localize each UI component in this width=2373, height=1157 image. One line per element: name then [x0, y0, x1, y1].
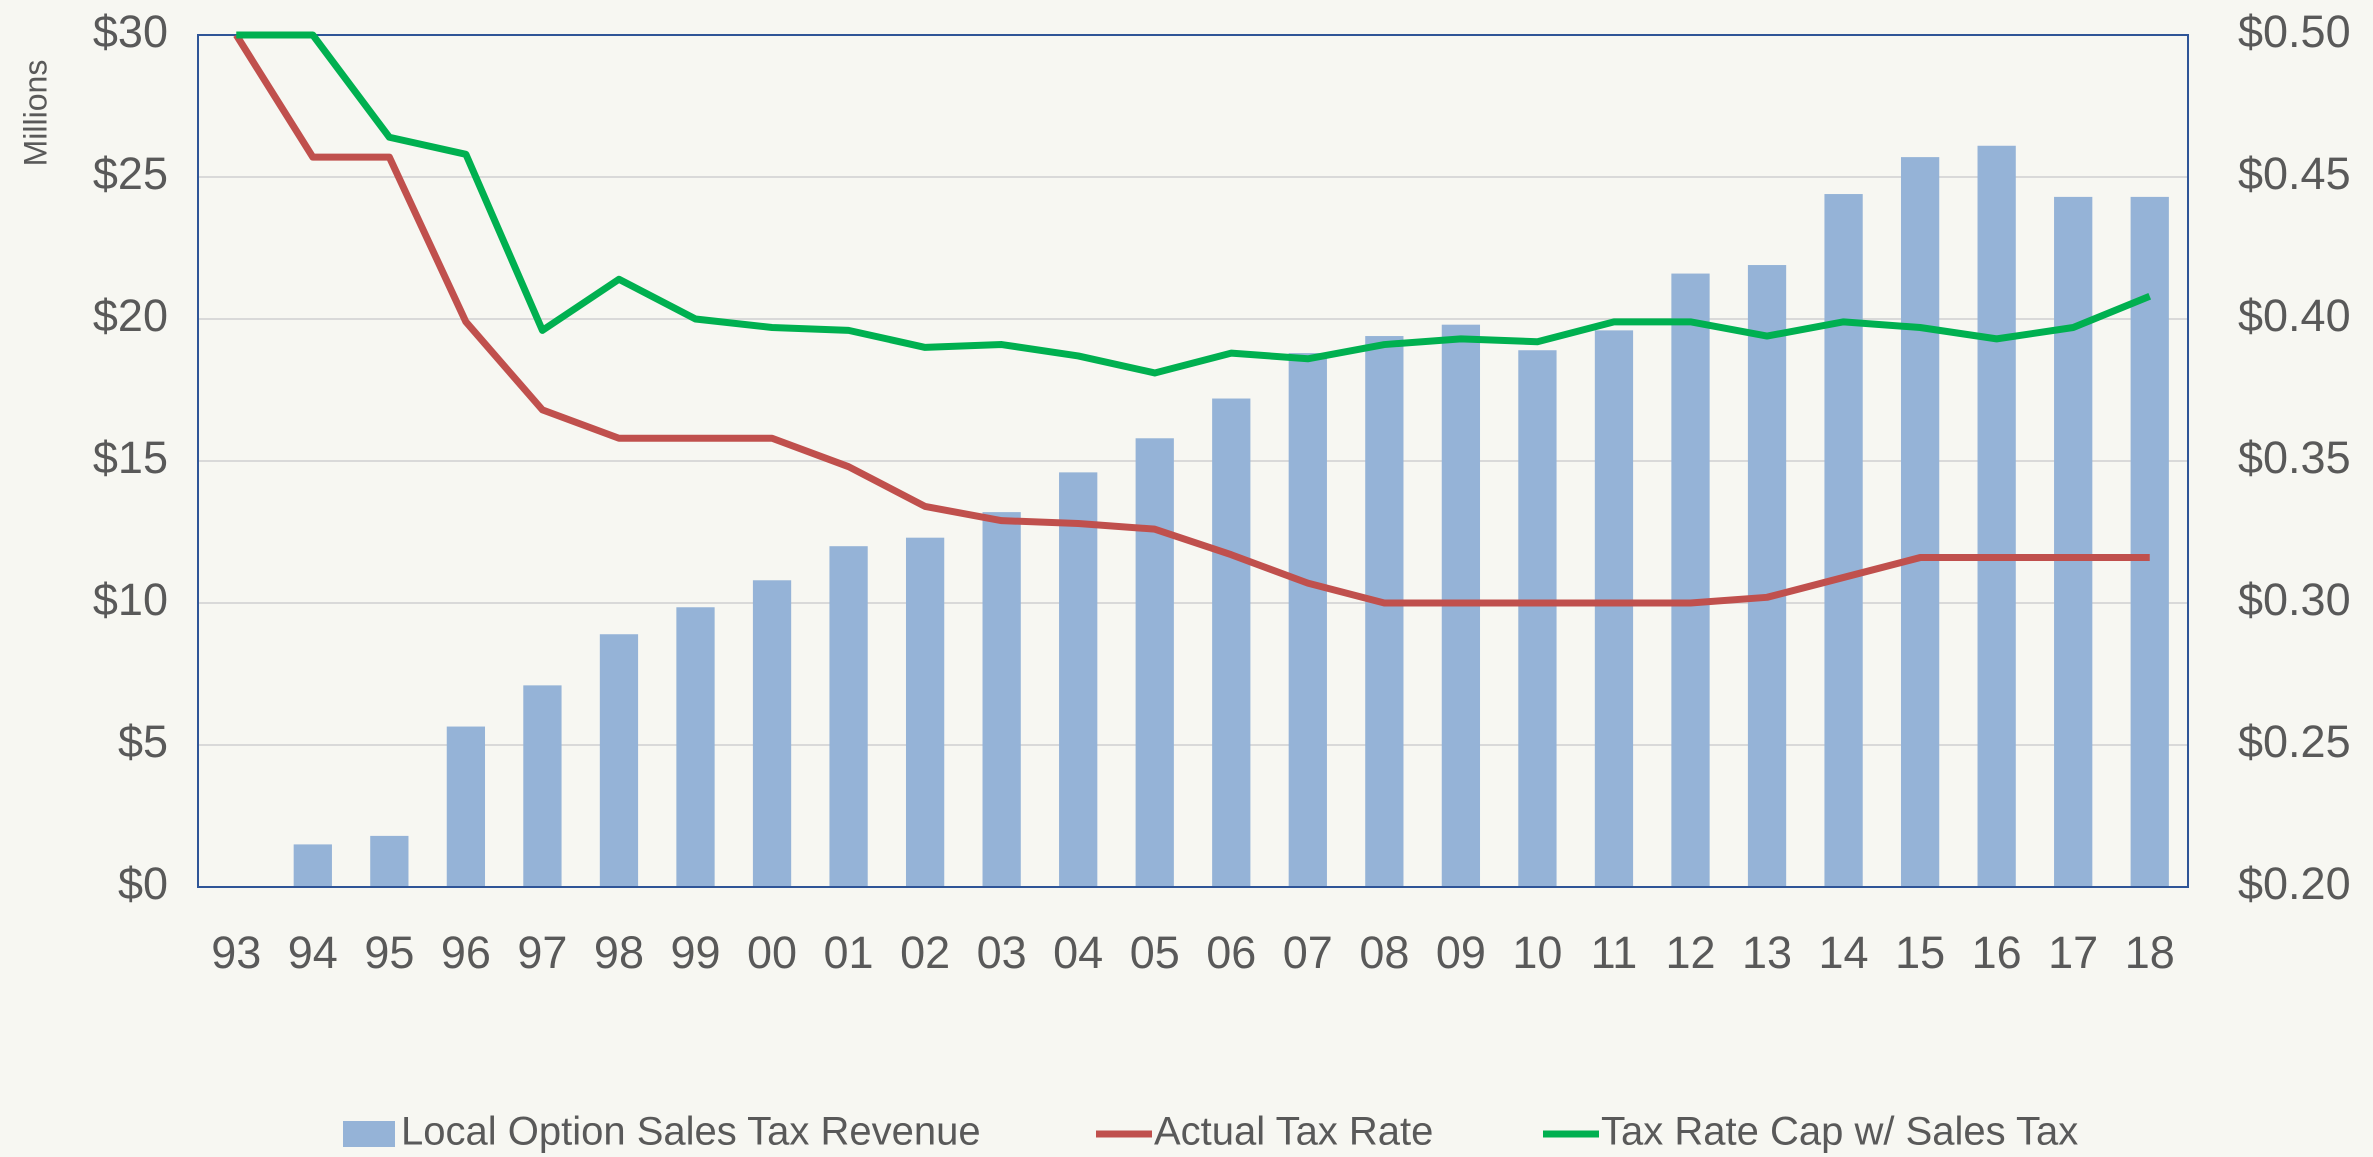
y-tick-label: $10	[93, 574, 168, 625]
bar	[829, 546, 868, 887]
x-tick-label: 99	[670, 927, 720, 978]
bar	[982, 512, 1021, 887]
bar	[599, 634, 639, 887]
bar	[1977, 145, 2016, 887]
y2-tick-label: $0.35	[2238, 432, 2351, 483]
x-tick-label: 98	[594, 927, 644, 978]
y2-tick-label: $0.50	[2238, 6, 2351, 57]
y-tick-label: $5	[118, 716, 168, 767]
x-tick-label: 00	[747, 927, 797, 978]
y2-tick-label: $0.45	[2238, 148, 2351, 199]
x-tick-label: 05	[1130, 927, 1180, 978]
legend-label: Local Option Sales Tax Revenue	[401, 1110, 981, 1154]
bar	[1288, 353, 1327, 888]
x-tick-label: 93	[211, 927, 261, 978]
bar	[2130, 196, 2169, 887]
bar	[1518, 350, 1557, 887]
bar	[752, 580, 792, 887]
bar	[1594, 330, 1634, 887]
y2-tick-label: $0.40	[2238, 290, 2351, 341]
x-tick-label: 11	[1591, 927, 1638, 978]
x-tick-label: 96	[441, 927, 491, 978]
x-tick-label: 12	[1665, 927, 1715, 978]
x-tick-label: 07	[1283, 927, 1333, 978]
x-tick-label: 08	[1359, 927, 1409, 978]
x-tick-label: 10	[1512, 927, 1562, 978]
bar	[1059, 472, 1098, 887]
x-tick-label: 01	[824, 927, 874, 978]
x-tick-label: 16	[1972, 927, 2022, 978]
x-tick-label: 04	[1053, 927, 1103, 978]
y-tick-label: $30	[93, 6, 168, 57]
y-axis-title: Millions	[17, 60, 53, 167]
bar	[446, 726, 486, 887]
x-tick-label: 14	[1819, 927, 1869, 978]
x-tick-label: 94	[288, 927, 338, 978]
bar	[1824, 194, 1863, 888]
bar	[1671, 273, 1710, 887]
x-tick-label: 95	[364, 927, 414, 978]
bar	[1212, 398, 1251, 887]
x-tick-label: 06	[1206, 927, 1256, 978]
x-tick-label: 15	[1895, 927, 1945, 978]
x-tick-label: 97	[517, 927, 567, 978]
bar	[1365, 336, 1404, 887]
y-tick-label: $20	[93, 290, 168, 341]
x-tick-label: 02	[900, 927, 950, 978]
y-tick-label: $25	[93, 148, 168, 199]
x-tick-label: 03	[977, 927, 1027, 978]
line-series	[233, 33, 2150, 607]
line-series	[236, 31, 2152, 377]
bar	[1747, 265, 1787, 887]
y2-tick-label: $0.20	[2238, 858, 2351, 909]
y-tick-label: $0	[118, 858, 168, 909]
bar	[293, 844, 332, 887]
plot-border	[197, 34, 2189, 888]
y2-tick-label: $0.30	[2238, 574, 2351, 625]
x-tick-label: 18	[2125, 927, 2175, 978]
y2-tick-label: $0.25	[2238, 716, 2351, 767]
bar	[676, 607, 715, 887]
bar	[1135, 438, 1174, 887]
legend-label: Tax Rate Cap w/ Sales Tax	[1601, 1110, 2078, 1154]
bar	[370, 835, 409, 887]
bar	[1900, 157, 1940, 887]
legend-label: Actual Tax Rate	[1154, 1110, 1433, 1154]
x-tick-label: 13	[1742, 927, 1792, 978]
bar	[905, 537, 945, 887]
x-tick-label: 09	[1436, 927, 1486, 978]
x-tick-label: 17	[2048, 927, 2098, 978]
bar	[2054, 196, 2093, 887]
bar	[523, 685, 562, 887]
y-tick-label: $15	[93, 432, 168, 483]
legend-swatch	[343, 1121, 395, 1147]
